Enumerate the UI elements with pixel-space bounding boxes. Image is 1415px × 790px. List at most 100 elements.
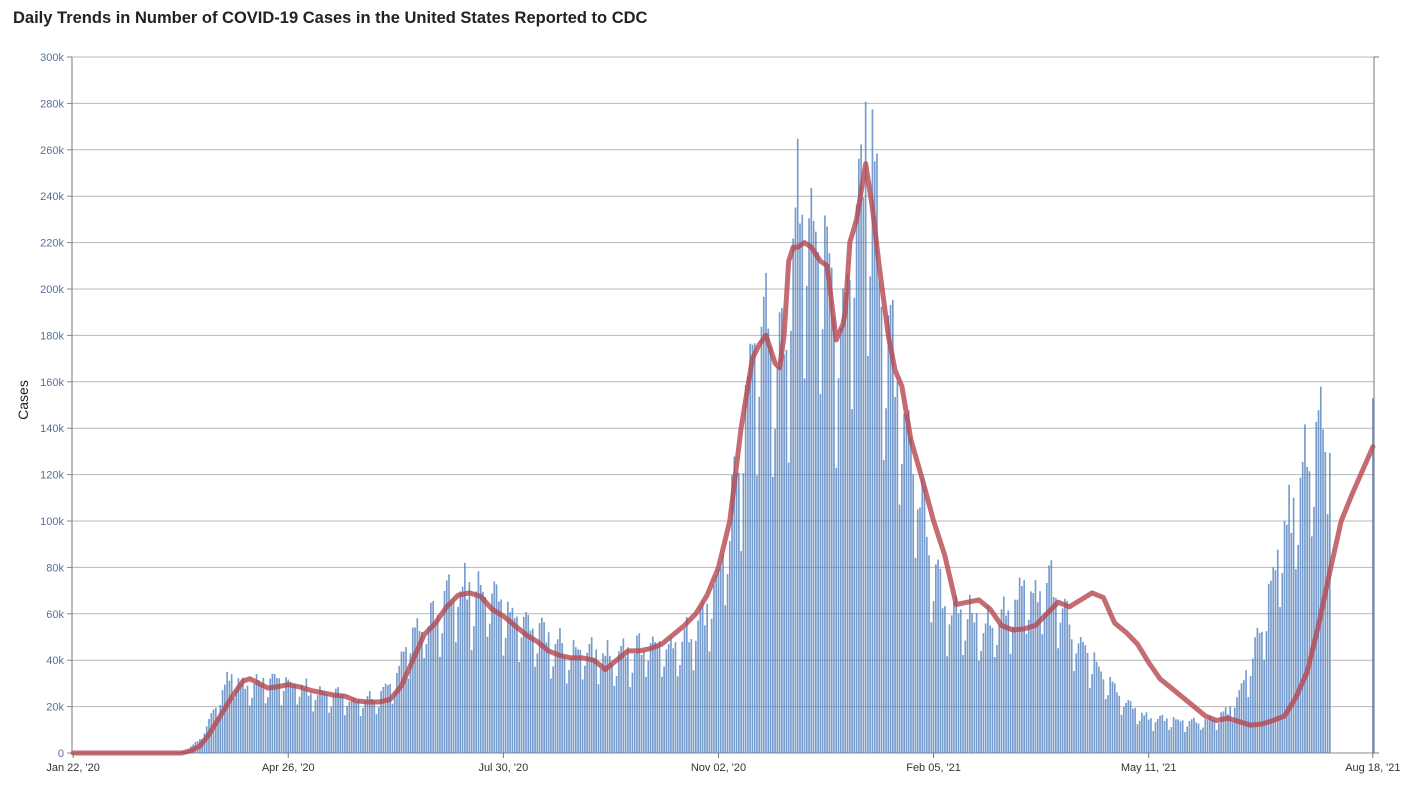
- bar: [552, 666, 555, 753]
- bar: [550, 678, 552, 753]
- bar: [613, 685, 616, 753]
- bar: [830, 267, 833, 753]
- bar: [1152, 730, 1155, 753]
- bar: [1109, 677, 1112, 753]
- bar: [839, 327, 842, 753]
- bar: [1002, 596, 1005, 753]
- bar: [307, 695, 310, 753]
- bar: [319, 686, 321, 753]
- bar: [896, 382, 899, 753]
- y-tick-label: 40k: [46, 655, 64, 667]
- bar: [461, 586, 464, 753]
- bar: [1136, 724, 1139, 753]
- bar: [1184, 731, 1186, 753]
- bar: [1236, 697, 1238, 753]
- bar: [1088, 687, 1091, 753]
- bar: [708, 651, 711, 753]
- bar: [563, 656, 566, 753]
- bar: [1304, 424, 1306, 753]
- bar: [710, 618, 713, 753]
- bar: [774, 428, 776, 753]
- bar: [547, 632, 550, 753]
- bar: [645, 676, 647, 753]
- bar: [620, 645, 622, 753]
- bar: [407, 678, 410, 753]
- bar: [473, 626, 475, 753]
- bar: [255, 674, 258, 753]
- bar: [957, 613, 960, 753]
- bar: [230, 674, 233, 753]
- bar: [1009, 653, 1012, 753]
- bar: [1141, 712, 1143, 753]
- bar: [749, 343, 752, 753]
- bar: [244, 688, 247, 753]
- bar: [656, 644, 659, 753]
- bar: [355, 702, 358, 753]
- bar: [427, 626, 430, 753]
- bar: [513, 618, 516, 753]
- bar: [260, 684, 262, 753]
- bar: [337, 687, 339, 753]
- bar: [627, 647, 629, 753]
- bar: [815, 231, 817, 754]
- bar: [658, 641, 661, 753]
- bar: [1281, 573, 1284, 753]
- bar: [276, 678, 278, 753]
- bar: [436, 615, 439, 753]
- bar: [246, 685, 249, 753]
- bar: [1197, 723, 1200, 753]
- bar: [484, 596, 487, 753]
- y-tick-label: 280k: [40, 98, 64, 110]
- bar: [907, 410, 910, 753]
- bar: [507, 601, 509, 753]
- bar: [851, 409, 853, 753]
- bar: [312, 711, 314, 753]
- bar: [1113, 683, 1116, 753]
- bar: [690, 639, 693, 753]
- y-tick-label: 60k: [46, 609, 64, 621]
- bar: [882, 460, 885, 753]
- bar: [373, 701, 376, 753]
- bar: [321, 690, 324, 753]
- y-axis: 0 20k 40k 60k 80k 100k 120k 140k 160k 180k 200k 220…: [40, 52, 72, 760]
- bar: [1213, 720, 1216, 753]
- bar: [1227, 714, 1229, 753]
- bar: [953, 601, 955, 753]
- bar: [1118, 695, 1121, 753]
- bar: [341, 693, 344, 753]
- bar: [226, 671, 228, 753]
- bar: [1066, 600, 1069, 753]
- bar: [944, 606, 946, 753]
- bar: [1168, 729, 1170, 753]
- bar: [264, 703, 267, 753]
- bar: [459, 591, 462, 753]
- bar: [269, 678, 271, 753]
- bar: [615, 675, 618, 753]
- bar: [1285, 524, 1288, 753]
- bar: [910, 437, 912, 753]
- bar: [599, 668, 602, 753]
- bar: [733, 456, 736, 753]
- bar: [624, 656, 627, 753]
- bar: [1091, 673, 1093, 753]
- bar: [794, 207, 797, 753]
- bar: [803, 378, 806, 753]
- bar: [758, 396, 761, 753]
- bar: [611, 664, 613, 753]
- bar: [1317, 410, 1320, 753]
- bar: [835, 467, 838, 753]
- bar: [294, 683, 296, 753]
- bar: [375, 714, 378, 753]
- bar: [339, 695, 342, 753]
- bar: [672, 648, 675, 753]
- y-tick-label: 200k: [40, 284, 64, 296]
- bar: [364, 700, 367, 753]
- bar: [853, 297, 856, 753]
- bar: [289, 681, 292, 753]
- bar: [776, 366, 779, 753]
- bar: [805, 285, 808, 753]
- bar: [1299, 477, 1302, 753]
- bar: [430, 602, 432, 753]
- bar: [642, 650, 645, 753]
- bar: [488, 623, 491, 753]
